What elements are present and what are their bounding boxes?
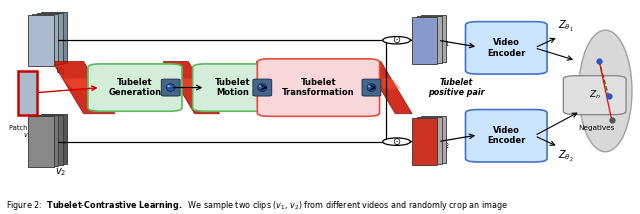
Polygon shape [267, 78, 300, 89]
Text: $Z_{\theta_1}$: $Z_{\theta_1}$ [558, 19, 573, 34]
FancyBboxPatch shape [421, 116, 446, 163]
Text: ⊙: ⊙ [392, 35, 401, 45]
FancyBboxPatch shape [362, 79, 381, 96]
Text: $\hat{v}_2$: $\hat{v}_2$ [438, 135, 450, 150]
Text: ⊙: ⊙ [392, 137, 401, 147]
FancyBboxPatch shape [88, 64, 182, 111]
Circle shape [383, 138, 410, 145]
Text: $\hat{v}_1$: $\hat{v}_1$ [438, 33, 450, 49]
Text: Tubelet
positive pair: Tubelet positive pair [428, 78, 485, 97]
Polygon shape [52, 61, 115, 114]
FancyBboxPatch shape [417, 117, 442, 164]
Polygon shape [63, 78, 104, 89]
FancyBboxPatch shape [563, 76, 626, 115]
FancyBboxPatch shape [41, 114, 67, 165]
FancyBboxPatch shape [161, 79, 180, 96]
Polygon shape [256, 61, 310, 114]
Ellipse shape [259, 85, 262, 87]
FancyBboxPatch shape [412, 16, 437, 64]
Text: $Z_{\theta_2}$: $Z_{\theta_2}$ [558, 149, 573, 164]
Text: $v_2$: $v_2$ [54, 166, 66, 178]
Polygon shape [174, 78, 209, 89]
Circle shape [383, 37, 410, 44]
FancyBboxPatch shape [465, 110, 547, 162]
FancyBboxPatch shape [193, 64, 273, 111]
Text: Video
Encoder: Video Encoder [487, 38, 525, 58]
FancyBboxPatch shape [253, 79, 272, 96]
FancyBboxPatch shape [41, 12, 67, 63]
FancyBboxPatch shape [28, 116, 54, 167]
Text: Tubelet
Generation: Tubelet Generation [108, 78, 161, 97]
FancyBboxPatch shape [32, 116, 58, 166]
Polygon shape [364, 61, 412, 114]
Text: Video
Encoder: Video Encoder [487, 126, 525, 146]
FancyBboxPatch shape [36, 13, 63, 64]
Polygon shape [375, 78, 401, 89]
Text: $Z_n$: $Z_n$ [589, 89, 601, 101]
Text: Tubelet
Transformation: Tubelet Transformation [282, 78, 355, 97]
Polygon shape [163, 61, 220, 114]
Text: Patch from
$v_1$: Patch from $v_1$ [9, 125, 45, 141]
FancyBboxPatch shape [412, 118, 437, 165]
Ellipse shape [258, 84, 267, 91]
Text: $v_1$: $v_1$ [54, 65, 66, 77]
Text: Tubelet
Motion: Tubelet Motion [215, 78, 251, 97]
FancyBboxPatch shape [32, 14, 58, 65]
Text: Negatives: Negatives [578, 125, 614, 131]
Text: Figure 2:  $\mathbf{Tubelet\text{-}Contrastive\ Learning.}$  We sample two clips: Figure 2: $\mathbf{Tubelet\text{-}Contra… [6, 199, 508, 212]
FancyBboxPatch shape [18, 71, 36, 115]
FancyBboxPatch shape [421, 15, 446, 62]
FancyBboxPatch shape [36, 115, 63, 165]
Ellipse shape [167, 85, 170, 87]
FancyBboxPatch shape [417, 16, 442, 63]
FancyBboxPatch shape [465, 22, 547, 74]
FancyBboxPatch shape [28, 15, 54, 66]
Ellipse shape [368, 85, 371, 87]
Ellipse shape [367, 84, 376, 91]
Ellipse shape [166, 84, 175, 91]
FancyBboxPatch shape [257, 59, 380, 116]
Ellipse shape [579, 30, 632, 152]
